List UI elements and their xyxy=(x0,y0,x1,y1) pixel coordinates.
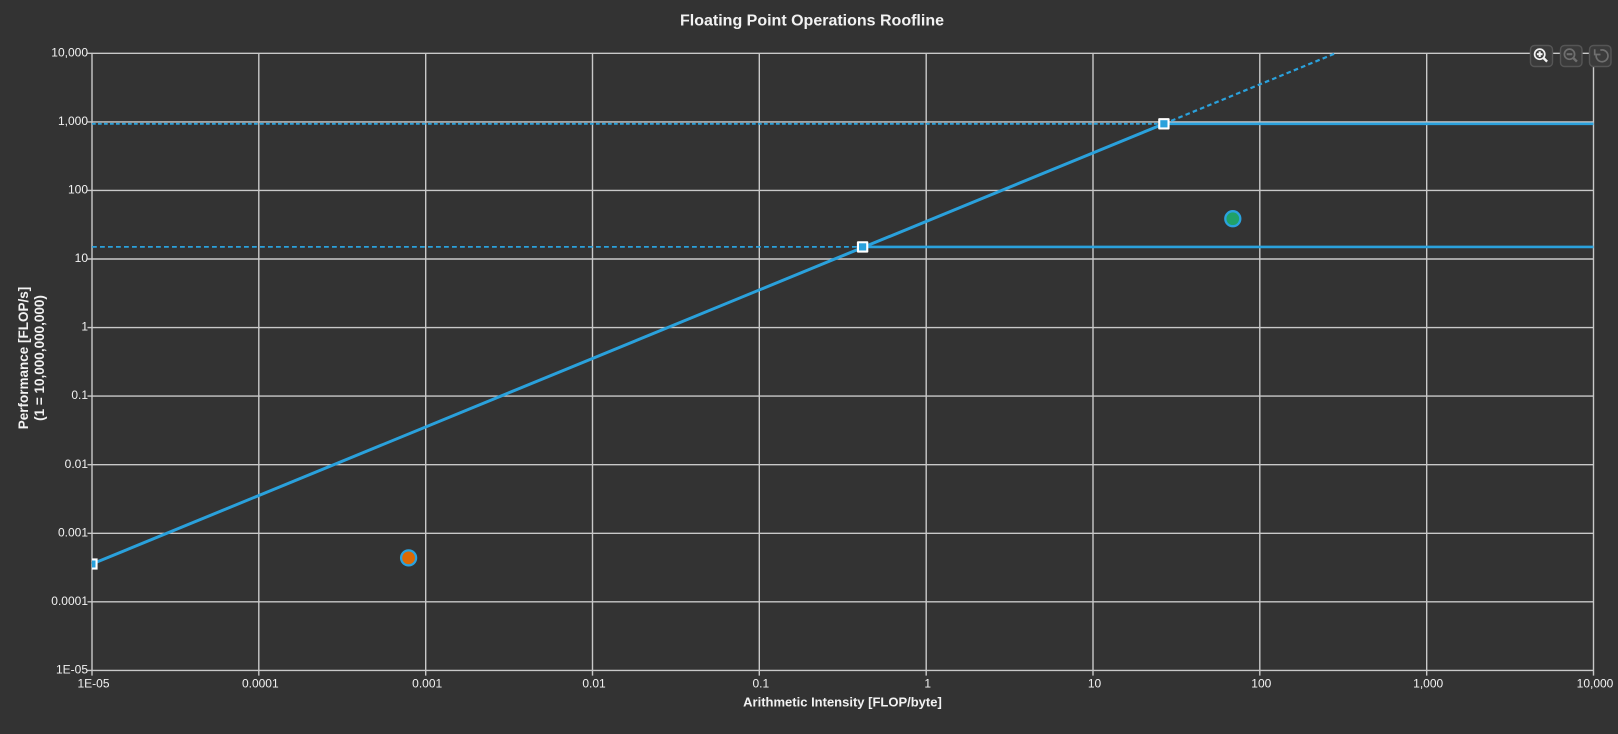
svg-text:10,000: 10,000 xyxy=(51,45,88,59)
svg-text:0.0001: 0.0001 xyxy=(242,677,279,691)
svg-text:1: 1 xyxy=(924,677,931,691)
svg-text:Floating Point Operations Roof: Floating Point Operations Roofline xyxy=(680,13,944,30)
svg-text:0.0001: 0.0001 xyxy=(51,594,88,608)
svg-text:100: 100 xyxy=(68,183,88,197)
svg-text:100: 100 xyxy=(1251,677,1271,691)
svg-text:1,000: 1,000 xyxy=(1413,677,1443,691)
svg-text:0.01: 0.01 xyxy=(582,677,606,691)
svg-text:1: 1 xyxy=(81,320,88,334)
svg-text:1,000: 1,000 xyxy=(58,114,88,128)
svg-text:0.001: 0.001 xyxy=(412,677,442,691)
svg-text:Arithmetic Intensity [FLOP/byt: Arithmetic Intensity [FLOP/byte] xyxy=(743,695,942,710)
svg-text:0.001: 0.001 xyxy=(58,525,88,539)
svg-text:0.1: 0.1 xyxy=(752,677,769,691)
svg-text:10: 10 xyxy=(1088,677,1102,691)
svg-text:Performance [FLOP/s]: Performance [FLOP/s] xyxy=(16,287,31,430)
svg-text:0.1: 0.1 xyxy=(71,388,88,402)
svg-text:1E-05: 1E-05 xyxy=(77,677,109,691)
svg-text:0.01: 0.01 xyxy=(65,457,89,471)
svg-text:(1 = 10,000,000,000): (1 = 10,000,000,000) xyxy=(32,295,47,421)
svg-text:1E-05: 1E-05 xyxy=(56,663,88,677)
svg-text:10,000: 10,000 xyxy=(1577,677,1614,691)
svg-text:10: 10 xyxy=(75,251,89,265)
